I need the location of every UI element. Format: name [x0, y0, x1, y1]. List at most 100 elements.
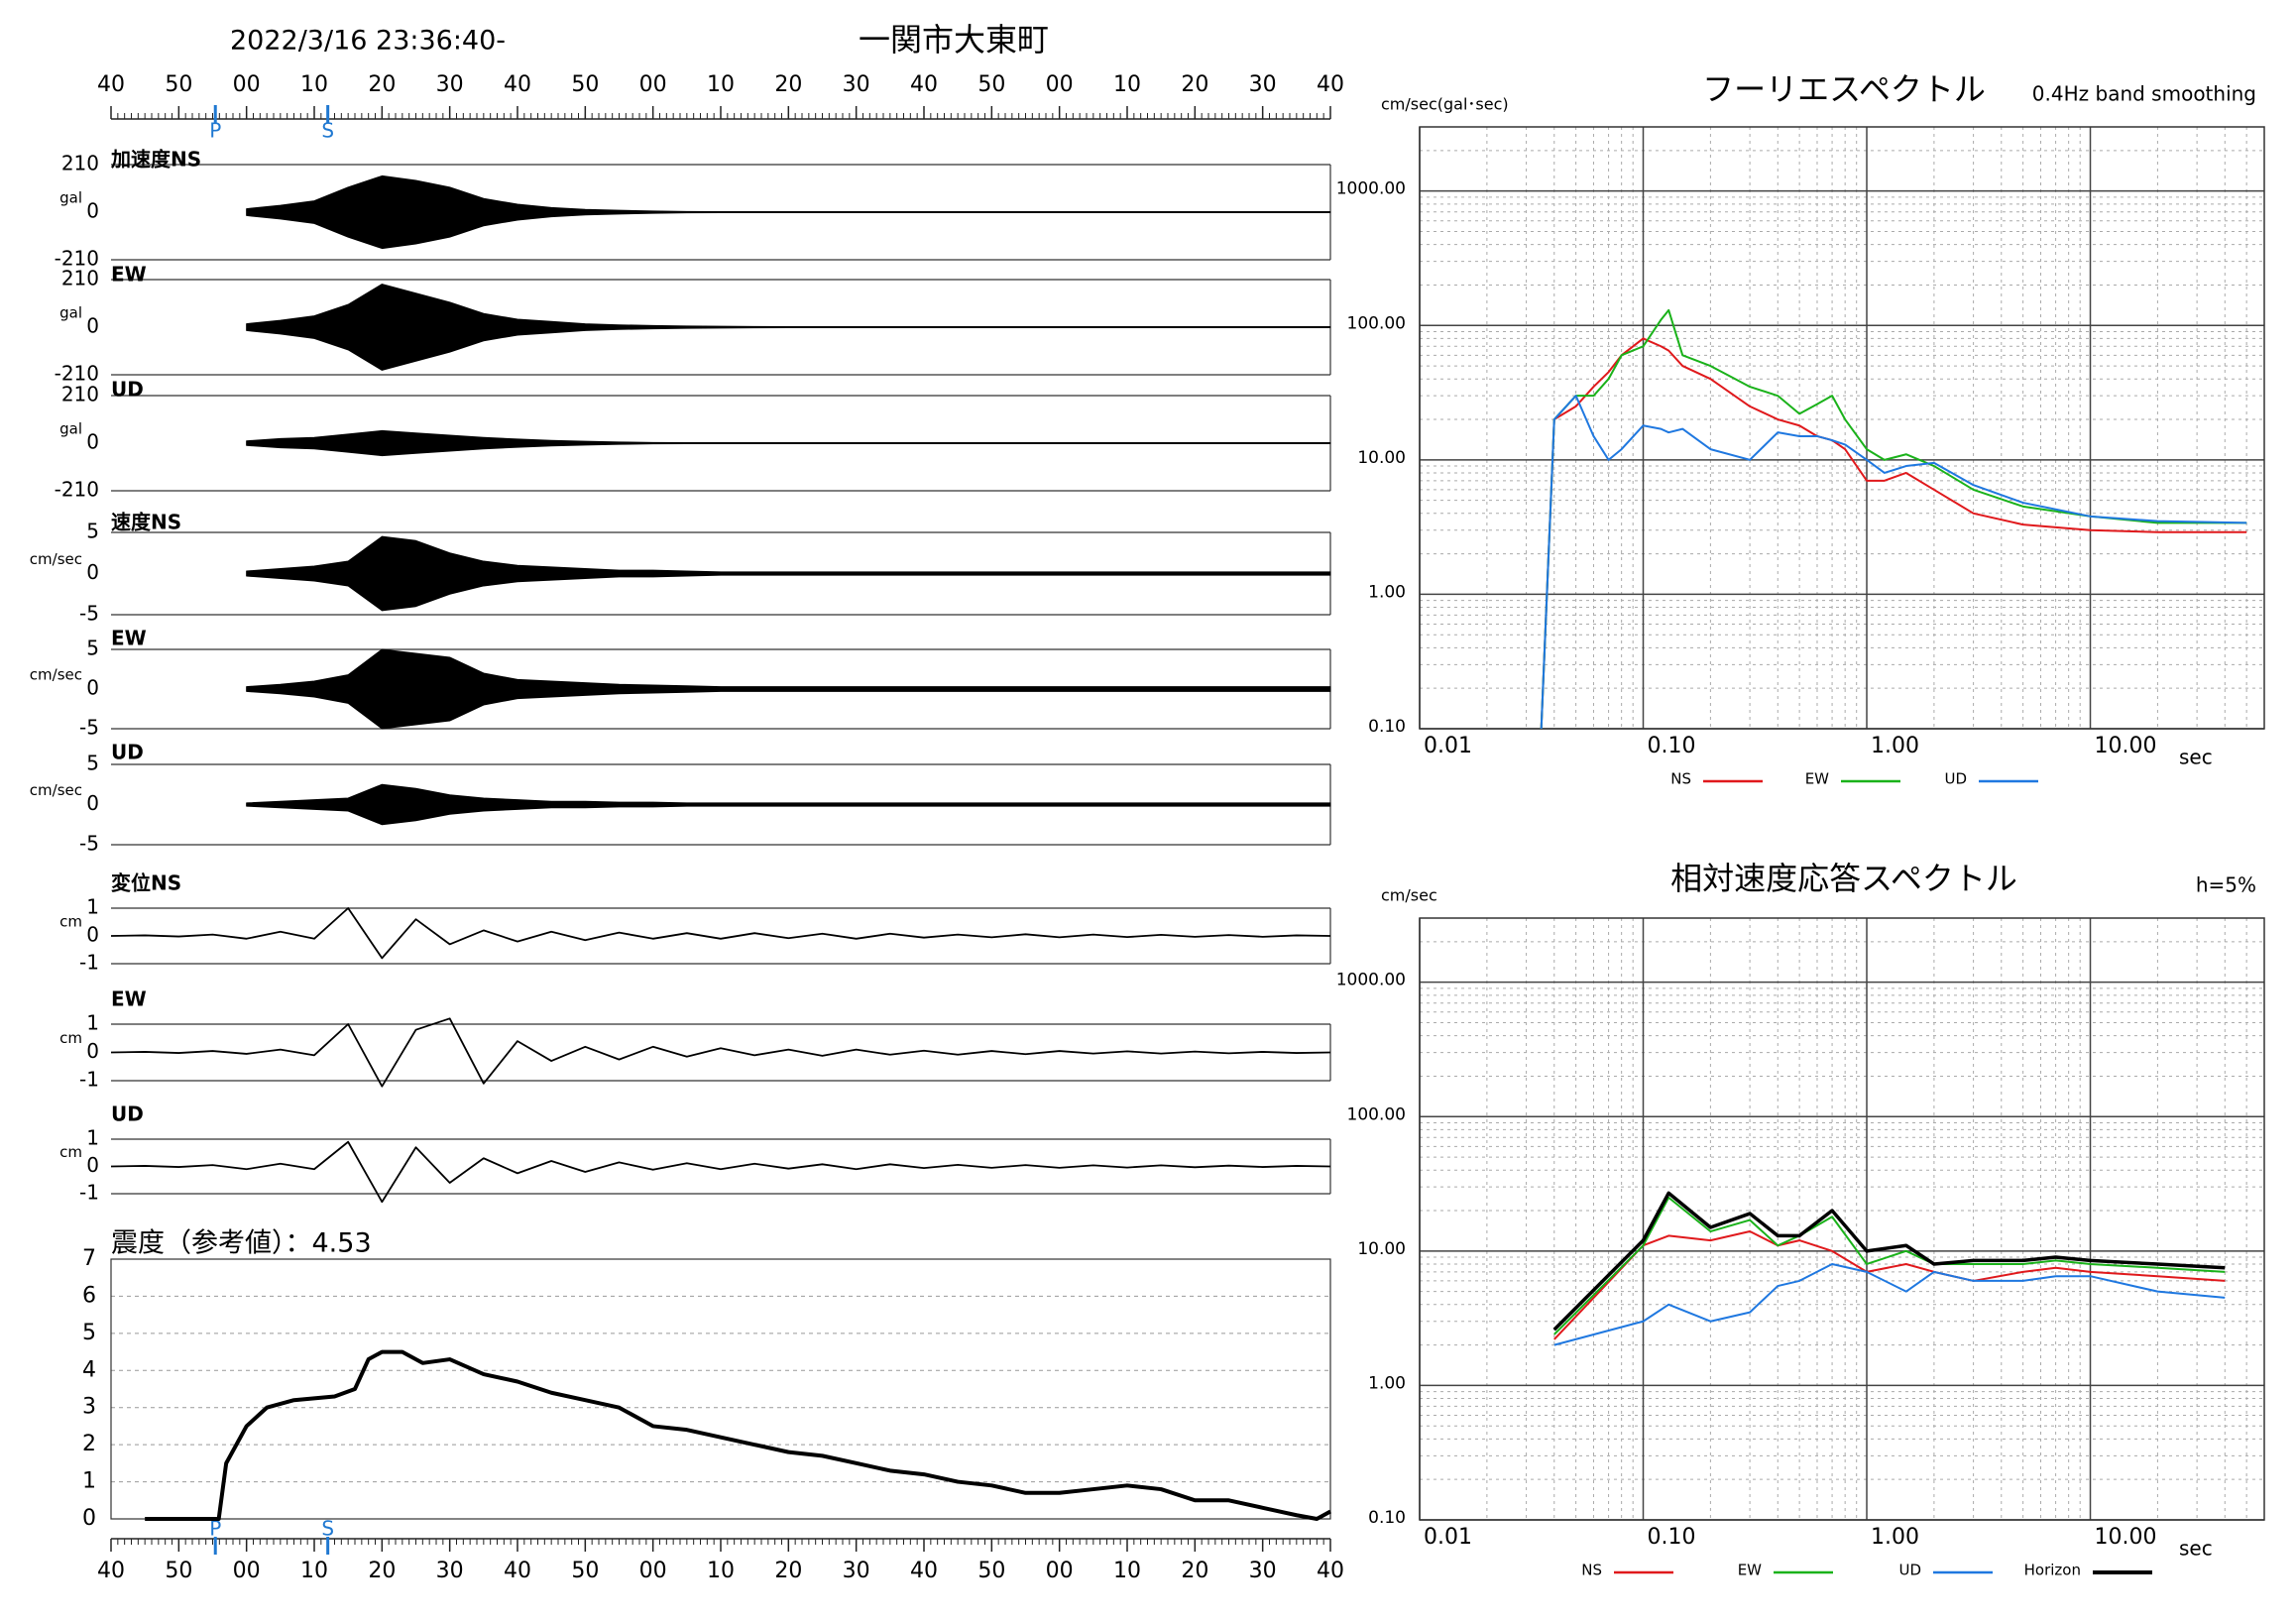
waveform-envelope	[246, 284, 1331, 371]
legend-label: NS	[1670, 770, 1691, 788]
x-tick-label: 30	[436, 1559, 464, 1583]
y-tick-label: -210	[55, 478, 99, 502]
trace-name: 変位NS	[111, 871, 181, 895]
chart-title: 相対速度応答スペクトル	[1670, 860, 2017, 897]
trace-unit: gal	[59, 189, 82, 207]
trace-name: UD	[111, 741, 144, 764]
y-tick-label: -1	[79, 1068, 99, 1092]
trace-unit: gal	[59, 304, 82, 322]
x-tick-label: 20	[774, 1559, 802, 1583]
x-tick-label: 10.00	[2095, 734, 2157, 758]
intensity-title: 震度（参考値）：4.53	[111, 1228, 372, 1259]
y-tick-label: 1	[86, 1126, 99, 1150]
trace-unit: cm	[59, 913, 82, 931]
spectrum-line	[1540, 395, 2247, 730]
x-tick-label: 50	[571, 72, 599, 97]
phase-marker-label: S	[321, 1517, 334, 1541]
y-tick-label: 0	[86, 560, 99, 584]
y-tick-label: 0	[82, 1506, 96, 1531]
x-tick-label: 20	[368, 1559, 396, 1583]
waveform-line	[110, 907, 1331, 960]
x-tick-label: 50	[977, 72, 1005, 97]
y-tick-label: 0	[86, 676, 99, 700]
plot-frame	[1419, 126, 2265, 730]
y-tick-label: -5	[79, 716, 99, 740]
x-tick-label: 30	[436, 72, 464, 97]
trace-name: 速度NS	[111, 511, 181, 534]
trace-name: EW	[111, 263, 147, 287]
y-tick-label: 1000.00	[1336, 971, 1406, 990]
y-tick-label: -210	[55, 247, 99, 271]
y-tick-label: -5	[79, 602, 99, 626]
y-tick-label: -1	[79, 951, 99, 975]
y-tick-label: 100.00	[1347, 313, 1406, 333]
waveform-envelope	[246, 648, 1331, 730]
y-tick-label: 0	[86, 314, 99, 338]
chart-title: フーリエスペクトル	[1702, 70, 1986, 108]
plot-frame	[1419, 917, 2265, 1521]
y-tick-label: 7	[82, 1246, 96, 1271]
spectrum-line	[1540, 308, 2247, 730]
y-tick-label: 100.00	[1347, 1104, 1406, 1124]
y-tick-label: 210	[61, 152, 99, 175]
x-tick-label: 40	[504, 1559, 531, 1583]
x-tick-label: 10	[1113, 1559, 1141, 1583]
y-tick-label: -210	[55, 362, 99, 386]
x-tick-label: 10.00	[2095, 1525, 2157, 1550]
x-tick-label: 40	[97, 72, 125, 97]
x-tick-label: 50	[165, 72, 192, 97]
x-tick-label: 10	[1113, 72, 1141, 97]
y-tick-label: 5	[86, 520, 99, 543]
x-tick-label: 0.10	[1648, 734, 1696, 758]
y-tick-label: 10.00	[1357, 1239, 1406, 1259]
y-tick-label: 5	[82, 1321, 96, 1345]
phase-marker-label: P	[209, 1517, 221, 1541]
legend-label: UD	[1898, 1562, 1921, 1579]
record-start-time: 2022/3/16 23:36:40-	[230, 26, 506, 57]
x-tick-label: 10	[707, 1559, 735, 1583]
trace-name: 加速度NS	[110, 148, 201, 172]
y-tick-label: 1.00	[1368, 582, 1406, 602]
x-tick-label: 20	[368, 72, 396, 97]
x-tick-label: 30	[843, 1559, 870, 1583]
x-tick-label: 20	[1181, 72, 1208, 97]
y-axis-unit: cm/sec(gal･sec)	[1381, 95, 1509, 114]
waveform-envelope	[246, 429, 1331, 457]
x-tick-label: 0.01	[1424, 734, 1472, 758]
y-tick-label: 0	[86, 1039, 99, 1063]
trace-unit: cm/sec	[30, 550, 82, 568]
chart-subtitle: h=5%	[2196, 873, 2256, 897]
y-tick-label: 0	[86, 1153, 99, 1177]
y-tick-label: -1	[79, 1181, 99, 1205]
y-tick-label: 5	[86, 752, 99, 775]
waveform-envelope	[246, 783, 1331, 826]
trace-name: UD	[111, 378, 144, 402]
y-tick-label: 0	[86, 791, 99, 815]
x-tick-label: 30	[843, 72, 870, 97]
y-tick-label: 1	[86, 1011, 99, 1035]
y-tick-label: 4	[82, 1357, 96, 1382]
x-tick-label: 10	[707, 72, 735, 97]
spectrum-line	[1553, 1196, 2226, 1335]
x-tick-label: 40	[504, 72, 531, 97]
y-tick-label: 0	[86, 199, 99, 223]
intensity-line	[145, 1349, 1331, 1521]
station-name: 一関市大東町	[859, 21, 1049, 58]
spectrum-line	[1553, 1262, 2226, 1346]
trace-name: UD	[111, 1102, 144, 1126]
x-tick-label: 30	[1249, 1559, 1277, 1583]
x-tick-label: 1.00	[1871, 734, 1919, 758]
phase-marker-label: S	[321, 119, 334, 143]
x-tick-label: 20	[774, 72, 802, 97]
x-tick-label: 50	[977, 1559, 1005, 1583]
y-tick-label: 1000.00	[1336, 179, 1406, 199]
x-tick-label: 40	[97, 1559, 125, 1583]
trace-unit: cm	[59, 1143, 82, 1161]
x-tick-label: 0.01	[1424, 1525, 1472, 1550]
x-tick-label: 40	[910, 1559, 938, 1583]
y-tick-label: 1.00	[1368, 1373, 1406, 1393]
trace-unit: gal	[59, 420, 82, 438]
y-tick-label: 0	[86, 430, 99, 454]
x-tick-label: 40	[1317, 1559, 1344, 1583]
trace-unit: cm/sec	[30, 666, 82, 684]
